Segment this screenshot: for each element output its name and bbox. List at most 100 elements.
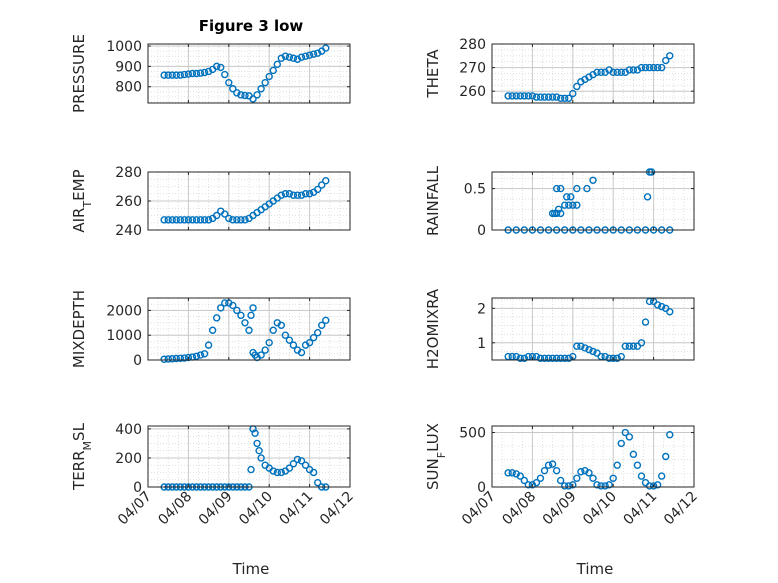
panel-1-data-point [225,78,233,87]
panel-2-data-point [569,89,577,98]
panel-6-data-point [536,354,545,362]
panel-2-data-point [504,92,512,100]
panel-3-data-point [200,216,209,224]
panel-3-data-point [168,216,176,224]
panel-4-y-tick-label: 0 [477,223,486,239]
panel-1-y-tick-label: 1000 [106,39,142,55]
panel-8-data-point [573,474,581,482]
panel-5-data-point [277,321,286,329]
panel-2-data-point [573,82,581,91]
panel-5-data-point [180,354,189,362]
panel-1-data-point [184,70,193,78]
panel-6-data-point [589,347,597,356]
panel-4-y-tick-label: 0.5 [464,182,486,198]
panel-8-data-point [617,439,625,448]
panel-1-data-point [176,71,185,79]
x-axis-label-right: Time [576,560,614,578]
panel-4-data-point [556,184,565,193]
panel-3-data-point [322,176,330,185]
panel-8-data-point [621,428,630,437]
panel-4-axes-frame [491,171,695,231]
panel-5-data-point [237,311,245,320]
panel-5-data-point [176,354,185,362]
panel-2-data-point [609,68,617,77]
panel-8-data-point [609,474,617,482]
panel-8-data-point [577,468,585,476]
panel-3-data-point [318,181,326,189]
panel-5-data-point [196,351,205,359]
panel-3-data-point [176,216,185,224]
panel-5-y-tick-label: 1000 [106,328,142,344]
panel-7-y-tick-label: 200 [115,451,142,467]
panel-5-data-point [233,306,241,315]
panel-4-data-point [552,184,561,193]
panel-8-data-point [601,482,609,490]
panel-4-data-point [573,184,581,193]
panel-2-data-point [653,63,662,72]
panel-2-data-point [613,68,621,77]
panel-6-data-point [581,344,589,352]
panel-2-data-point [512,92,520,100]
panel-5-data-point [285,336,294,344]
panel-8-data-point [540,466,549,475]
panel-1-data-point [301,52,310,60]
panel-1-data-point [261,78,269,87]
panel-6-data-point [516,354,524,362]
panel-1-data-point [289,54,298,62]
panel-8-data-point [532,478,541,487]
panel-2-data-point [552,93,561,101]
panel-2-data-point [645,63,654,72]
panel-1-data-point [212,62,221,71]
panel-6-data-point [544,354,553,362]
panel-8-data-point [613,461,621,469]
panel-1-data-point [172,71,180,79]
panel-1-data-point [293,55,302,63]
panel-5-data-point [289,341,298,349]
panel-3-data-point [184,216,193,224]
panel-1-data-point [204,67,213,76]
panel-2-data-point [593,68,601,77]
panel-8-x-tick-label: 04/12 [661,489,701,529]
panel-1-data-point [313,49,322,57]
panel-3-data-point [188,216,197,224]
panel-1-data-point [192,69,201,78]
panel-8-data-point [508,469,516,477]
panel-5-data-point [305,338,314,347]
panel-8-data-point [637,472,646,480]
panel-1-data-point [322,44,330,52]
panel-5-data-point [172,354,180,363]
panel-2-data-point [565,94,573,102]
panel-4-data-point [573,201,581,209]
panel-5-data-point [245,326,253,334]
panel-2-data-point [561,94,569,102]
panel-5-data-point [192,352,201,360]
panel-1-data-point [309,50,318,58]
panel-3-data-point [241,216,249,224]
panel-2-data-point [649,63,658,72]
panel-5-data-point [313,329,322,337]
panel-3-data-point [229,216,237,224]
panel-2-data-point [617,68,625,77]
panel-3-data-point [204,216,213,224]
panel-8-data-point [605,481,613,489]
panel-1-data-point [237,91,245,99]
panel-7-data-point [269,467,277,475]
panel-4-data-point [589,176,597,184]
panel-2-data-point [666,52,674,60]
panel-5-data-point [160,355,168,363]
panel-8-data-point [597,482,605,490]
panel-6-data-point [621,342,630,350]
panel-1-data-point [164,71,172,79]
panel-3-data-point [301,190,310,198]
panel-2-data-point [556,94,565,102]
panel-8-data-point [653,481,662,489]
panel-7-data-point [247,465,255,474]
panel-2-data-point [536,93,545,101]
panel-7-x-tick-label: 04/10 [236,489,276,529]
panel-4-data-point [561,201,569,209]
panel-8-data-point [629,450,638,459]
panel-6-data-point [613,354,621,362]
panel-4-data-point [556,209,565,218]
panel-8-y-tick-label: 0 [477,480,486,496]
panel-7-data-point [293,455,302,464]
